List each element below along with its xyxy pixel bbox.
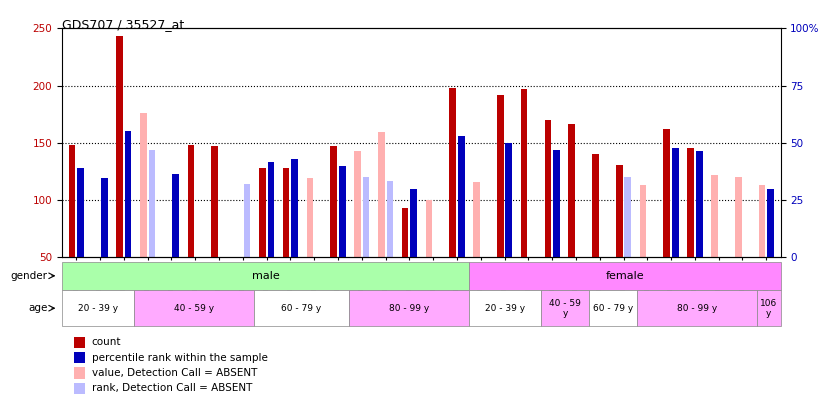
Bar — [62, 290, 134, 326]
Bar — [624, 177, 631, 257]
Bar — [544, 120, 551, 257]
Text: gender: gender — [11, 271, 48, 281]
Bar — [188, 145, 194, 257]
Bar — [173, 174, 179, 257]
Bar — [663, 129, 670, 257]
Bar — [589, 290, 637, 326]
Bar — [506, 143, 512, 257]
Bar — [695, 151, 703, 257]
Bar — [306, 178, 313, 257]
Bar — [349, 290, 469, 326]
Bar — [77, 168, 84, 257]
Bar — [458, 136, 464, 257]
Bar — [411, 189, 417, 257]
Bar — [520, 89, 527, 257]
Text: 80 - 99 y: 80 - 99 y — [676, 304, 717, 313]
Bar — [553, 149, 560, 257]
Bar — [387, 181, 393, 257]
Bar — [62, 262, 469, 290]
Bar — [757, 290, 781, 326]
Bar — [541, 290, 589, 326]
Bar — [449, 88, 456, 257]
Text: male: male — [252, 271, 279, 281]
Bar — [125, 131, 131, 257]
Text: percentile rank within the sample: percentile rank within the sample — [92, 353, 268, 362]
Bar — [711, 175, 718, 257]
Text: 60 - 79 y: 60 - 79 y — [282, 304, 321, 313]
Bar — [211, 146, 218, 257]
Text: 40 - 59 y: 40 - 59 y — [173, 304, 214, 313]
Bar — [425, 200, 432, 257]
Text: 80 - 99 y: 80 - 99 y — [389, 304, 430, 313]
Text: count: count — [92, 337, 121, 347]
Bar — [134, 290, 254, 326]
Text: age: age — [28, 303, 48, 313]
Bar — [758, 185, 766, 257]
Text: value, Detection Call = ABSENT: value, Detection Call = ABSENT — [92, 368, 257, 378]
Bar — [140, 113, 147, 257]
Bar — [672, 149, 679, 257]
Bar — [637, 290, 757, 326]
Bar — [469, 262, 781, 290]
Bar — [401, 208, 408, 257]
Bar — [292, 159, 298, 257]
Bar — [354, 151, 361, 257]
Bar — [282, 168, 289, 257]
Bar — [330, 146, 337, 257]
Bar — [254, 290, 349, 326]
Bar — [268, 162, 274, 257]
Bar — [616, 164, 623, 257]
Bar — [687, 149, 694, 257]
Bar — [469, 290, 541, 326]
Bar — [259, 168, 266, 257]
Bar — [735, 177, 742, 257]
Text: 40 - 59
y: 40 - 59 y — [549, 298, 581, 318]
Bar — [116, 36, 123, 257]
Bar — [101, 178, 107, 257]
Bar — [149, 149, 155, 257]
Bar — [339, 166, 345, 257]
Bar — [363, 177, 369, 257]
Text: rank, Detection Call = ABSENT: rank, Detection Call = ABSENT — [92, 384, 252, 393]
Bar — [244, 184, 250, 257]
Bar — [473, 182, 480, 257]
Text: GDS707 / 35527_at: GDS707 / 35527_at — [62, 18, 184, 31]
Bar — [767, 189, 774, 257]
Text: 20 - 39 y: 20 - 39 y — [78, 304, 118, 313]
Text: 20 - 39 y: 20 - 39 y — [485, 304, 525, 313]
Bar — [497, 95, 504, 257]
Bar — [568, 124, 575, 257]
Text: 60 - 79 y: 60 - 79 y — [593, 304, 633, 313]
Bar — [378, 132, 385, 257]
Text: 106
y: 106 y — [760, 298, 777, 318]
Bar — [592, 154, 599, 257]
Bar — [639, 185, 647, 257]
Text: female: female — [605, 271, 644, 281]
Bar — [69, 145, 75, 257]
